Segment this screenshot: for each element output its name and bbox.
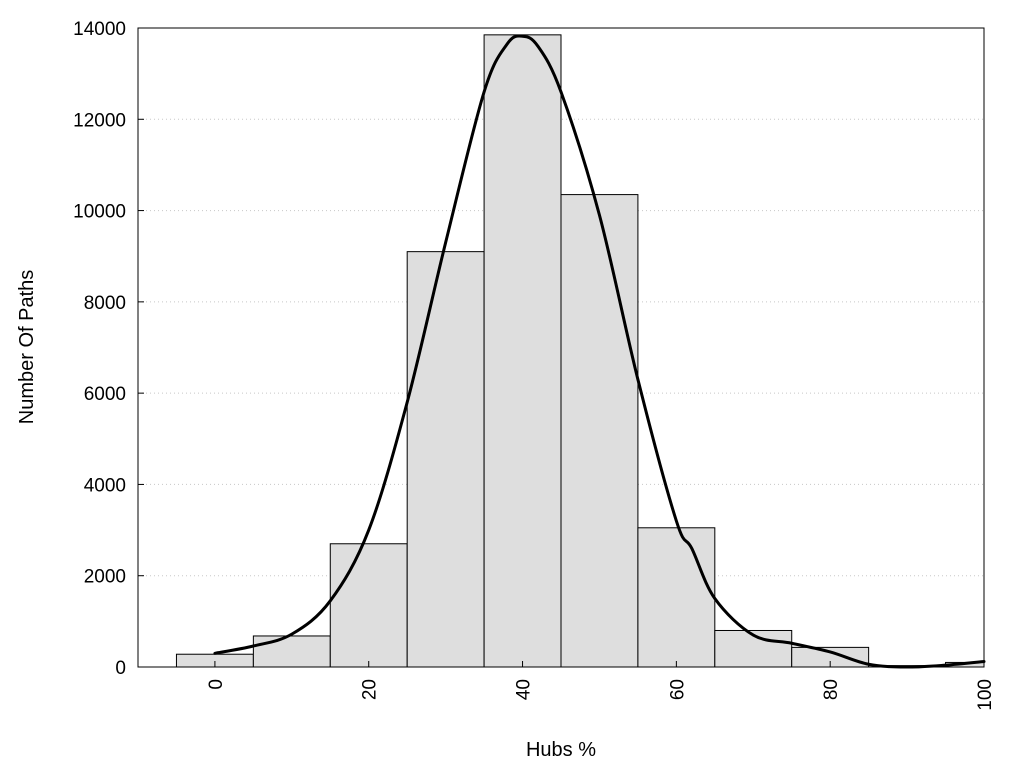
plot-frame	[137, 27, 985, 668]
x-tick-label-1: 20	[360, 679, 381, 700]
bar-60	[637, 527, 716, 667]
bar-40	[483, 34, 562, 667]
bar-20	[329, 543, 408, 667]
x-tick-label-4: 80	[821, 679, 842, 700]
y-axis-ticks: 0 2000 4000 6000 8000 10000 12000 14000	[73, 19, 144, 679]
y-tick-label-7: 14000	[73, 19, 126, 40]
x-tick-label-5: 100	[975, 679, 996, 711]
y-tick-label-1: 2000	[84, 567, 126, 588]
histogram-bars	[175, 34, 984, 667]
x-axis-title: Hubs %	[526, 739, 596, 761]
x-tick-label-3: 60	[667, 679, 688, 700]
x-tick-label-0: 0	[206, 679, 227, 690]
x-axis-ticks: 0 20 40 60 80 100	[206, 661, 996, 711]
grid-lines	[138, 118, 984, 577]
y-tick-label-2: 4000	[84, 475, 126, 496]
bar-50	[560, 194, 639, 667]
y-tick-label-0: 0	[115, 658, 126, 679]
bar-30	[406, 251, 485, 667]
x-tick-label-2: 40	[514, 679, 535, 700]
density-curve-layer	[213, 34, 986, 669]
y-axis-title: Number Of Paths	[16, 270, 38, 425]
y-tick-label-5: 10000	[73, 202, 126, 223]
y-tick-label-4: 8000	[84, 293, 126, 314]
y-tick-label-3: 6000	[84, 384, 126, 405]
density-curve	[213, 34, 986, 669]
y-tick-label-6: 12000	[73, 110, 126, 131]
bar-80	[791, 646, 870, 667]
bar-10	[252, 635, 331, 667]
